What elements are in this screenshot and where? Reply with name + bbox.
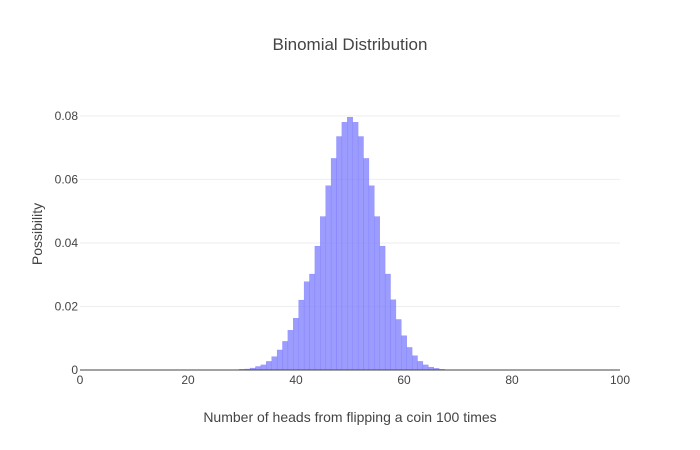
y-tick-label: 0.08 <box>55 109 79 123</box>
axes: 0 0.02 0.04 0.06 0.08 0 20 40 60 80 100 <box>55 109 631 387</box>
bar <box>406 347 413 371</box>
x-tick-label: 20 <box>181 373 195 387</box>
bar <box>320 216 326 371</box>
bar <box>352 122 359 371</box>
x-tick-label: 40 <box>289 373 303 387</box>
bar <box>395 319 402 371</box>
y-tick-label: 0.06 <box>55 172 79 186</box>
bar <box>325 185 332 371</box>
x-tick-label: 0 <box>77 373 84 387</box>
chart-title: Binomial Distribution <box>273 35 428 54</box>
bar <box>255 366 262 371</box>
bar <box>293 318 299 371</box>
bar <box>384 273 391 371</box>
bar <box>357 136 364 371</box>
bar <box>303 281 310 371</box>
y-axis-label: Possibility <box>29 203 45 265</box>
bar <box>341 122 348 371</box>
bar <box>336 136 343 371</box>
bar <box>374 216 380 371</box>
bar <box>314 245 321 371</box>
bar <box>276 349 283 371</box>
x-axis-label: Number of heads from flipping a coin 100… <box>203 409 496 425</box>
y-tick-label: 0 <box>71 363 78 377</box>
bar <box>309 273 316 371</box>
bar <box>379 245 386 371</box>
bar <box>271 356 278 371</box>
x-tick-label: 80 <box>505 373 519 387</box>
bar <box>417 361 424 371</box>
bar <box>390 299 397 371</box>
x-tick-label: 60 <box>397 373 411 387</box>
bar <box>363 158 370 371</box>
bar <box>422 364 429 371</box>
bar <box>411 355 418 371</box>
bar <box>401 335 407 371</box>
y-tick-label: 0.04 <box>55 236 79 250</box>
bar <box>260 364 267 371</box>
bar <box>287 330 294 371</box>
bar <box>282 341 289 371</box>
bar <box>266 361 272 371</box>
bar <box>298 299 305 371</box>
x-tick-label: 100 <box>610 373 630 387</box>
bars <box>233 116 456 371</box>
y-tick-label: 0.02 <box>55 299 79 313</box>
bar <box>330 158 337 371</box>
bar <box>368 185 375 371</box>
bar <box>347 116 353 371</box>
